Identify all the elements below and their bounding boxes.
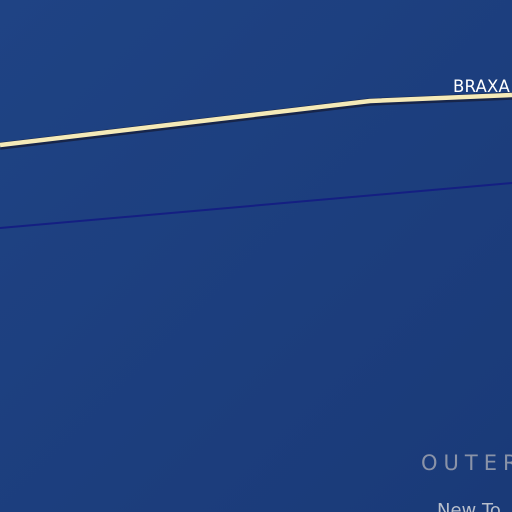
minor-road[interactable] [0, 182, 512, 229]
place-name-label: New To [437, 500, 501, 512]
main-road[interactable] [0, 92, 512, 148]
district-name-label: OUTER [421, 451, 512, 475]
road-name-label: BRAXA [453, 77, 511, 96]
